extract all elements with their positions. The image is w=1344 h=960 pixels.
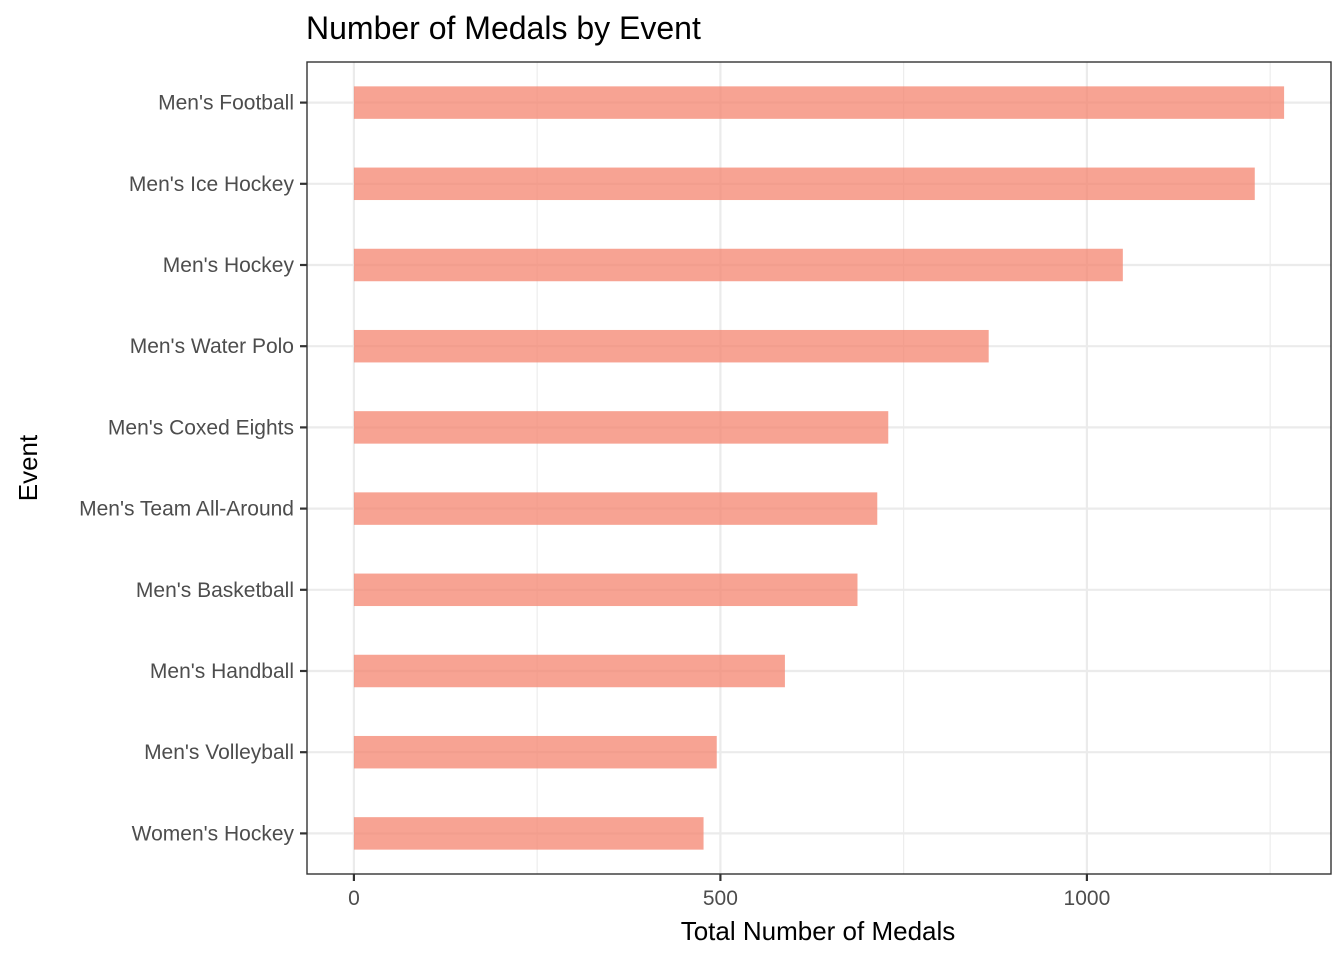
y-axis-tick-labels: Men's Football Men's Ice Hockey Men's Hock… xyxy=(79,92,294,846)
x-tick-label: 1000 xyxy=(1064,887,1111,910)
y-tick-label: Men's Basketball xyxy=(136,579,294,602)
y-tick-label: Men's Ice Hockey xyxy=(129,173,295,196)
axis-ticks xyxy=(300,101,1089,881)
bar xyxy=(353,492,878,525)
y-tick-label: Men's Team All-Around xyxy=(79,498,294,521)
y-tick-label: Men's Volleyball xyxy=(144,741,294,764)
x-axis-tick-labels: 0 500 1000 xyxy=(348,887,1110,910)
bar xyxy=(353,573,858,607)
y-tick-label: Men's Hockey xyxy=(163,254,295,277)
bar xyxy=(353,248,1123,282)
bar xyxy=(353,86,1285,119)
y-tick-label: Men's Water Polo xyxy=(130,335,294,358)
bar xyxy=(353,735,717,769)
y-tick-label: Men's Handball xyxy=(150,660,294,683)
x-tick-label: 0 xyxy=(348,887,360,910)
y-tick-label: Men's Football xyxy=(158,92,294,115)
panel-border xyxy=(306,61,1332,875)
bar xyxy=(353,167,1255,201)
chart-title: Number of Medals by Event xyxy=(306,10,701,46)
bar xyxy=(353,411,889,444)
x-tick-label: 500 xyxy=(703,887,738,910)
bar xyxy=(353,654,785,688)
y-tick-label: Men's Coxed Eights xyxy=(108,416,294,439)
x-axis-title: Total Number of Medals xyxy=(681,916,956,946)
bar xyxy=(353,817,704,850)
bars xyxy=(353,86,1285,850)
y-tick-label: Women's Hockey xyxy=(132,822,295,845)
y-axis-title: Event xyxy=(13,434,43,501)
bar xyxy=(353,329,989,363)
